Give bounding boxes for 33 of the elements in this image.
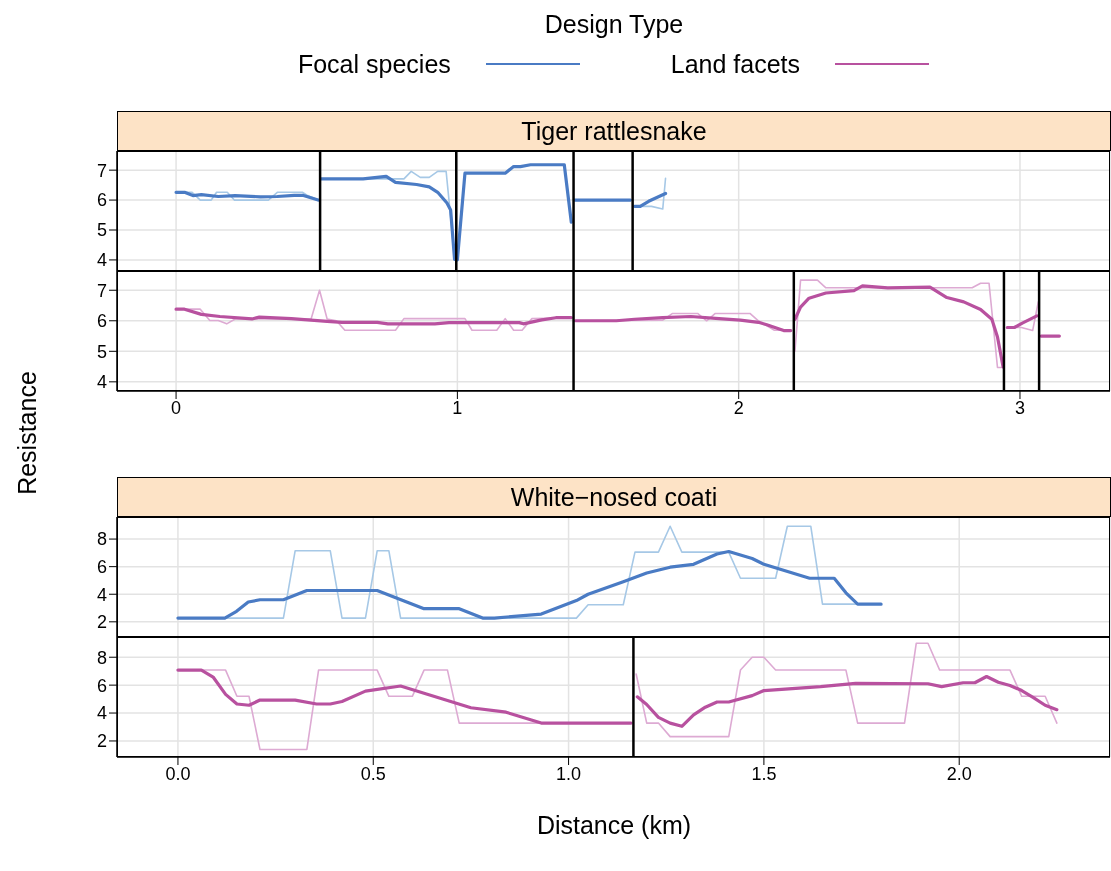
x-tick-label: 3 <box>1014 397 1025 418</box>
y-tick-label: 2 <box>96 731 107 752</box>
x-tick-label: 2.0 <box>946 763 972 784</box>
y-tick-label: 7 <box>96 160 107 181</box>
x-axis-title: Distance (km) <box>535 811 693 840</box>
x-tick-label: 0.0 <box>165 763 191 784</box>
x-tick-label: 0.5 <box>360 763 386 784</box>
x-tick-label: 1.0 <box>556 763 582 784</box>
x-tick-label: 1.5 <box>751 763 777 784</box>
y-tick-label: 4 <box>96 372 107 393</box>
y-tick-label: 6 <box>96 190 107 211</box>
x-tick-label: 2 <box>733 397 744 418</box>
y-tick-label: 5 <box>96 220 107 241</box>
y-tick-label: 4 <box>96 584 107 605</box>
legend-label: Focal species <box>297 49 451 80</box>
legend-title: Design Type <box>543 9 685 40</box>
y-tick-label: 8 <box>96 529 107 550</box>
y-tick-label: 7 <box>96 280 107 301</box>
chart-title: White−nosed coati <box>117 477 1111 517</box>
x-tick-label: 1 <box>452 397 463 418</box>
y-tick-label: 5 <box>96 341 107 362</box>
y-tick-label: 4 <box>96 703 107 724</box>
y-tick-label: 4 <box>96 250 107 271</box>
y-tick-label: 2 <box>96 612 107 633</box>
line-series <box>176 549 883 620</box>
y-tick-label: 8 <box>96 647 107 668</box>
chart-title: Tiger rattlesnake <box>117 111 1111 151</box>
y-axis-title: Resistance <box>12 371 42 495</box>
y-tick-label: 6 <box>96 311 107 332</box>
y-tick-label: 6 <box>96 557 107 578</box>
y-tick-label: 6 <box>96 675 107 696</box>
legend-label: Land facets <box>670 49 801 80</box>
x-tick-label: 0 <box>171 397 182 418</box>
